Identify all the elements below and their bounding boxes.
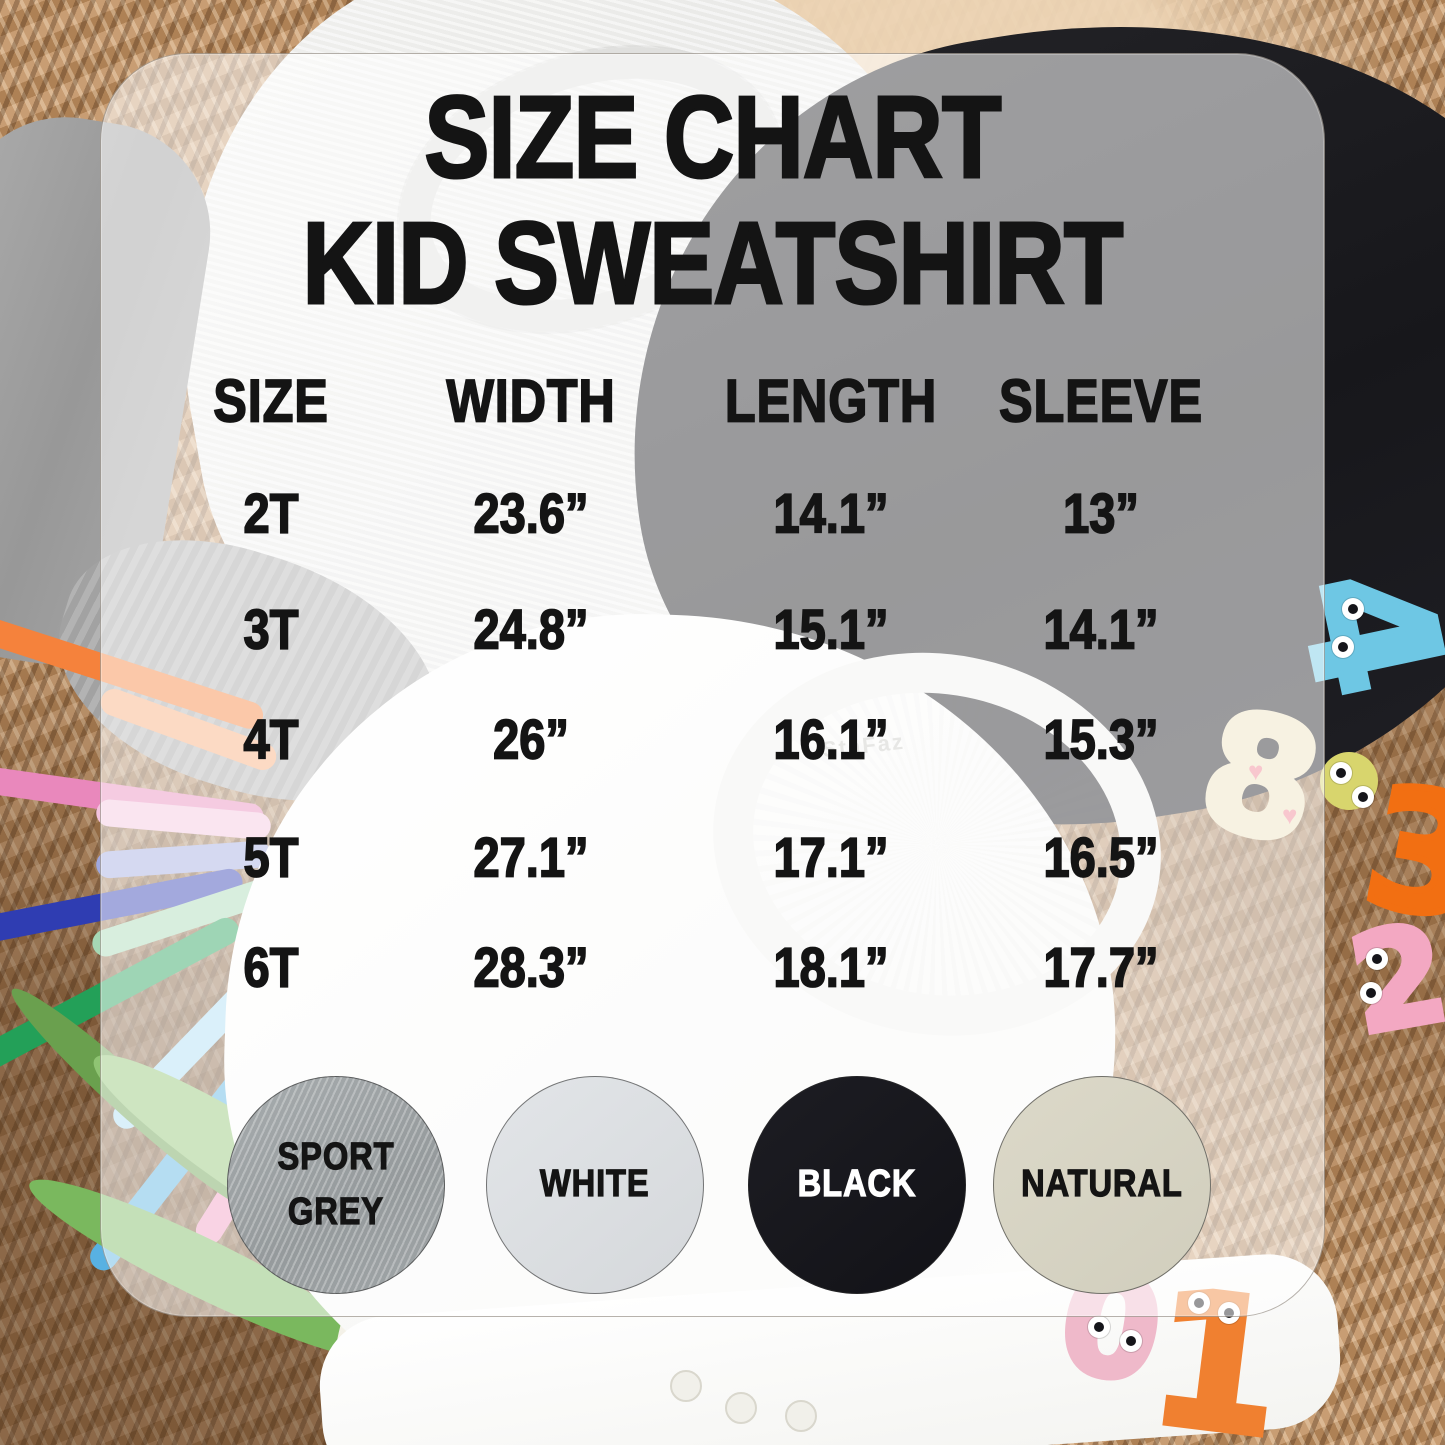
toy-eye: [1332, 636, 1354, 658]
romper-snap-button: [670, 1370, 702, 1402]
header-size: SIZE: [213, 367, 329, 436]
row-5t-width: 27.1”: [473, 825, 590, 890]
row-4t-length: 16.1”: [773, 707, 890, 772]
row-4t-sleeve: 15.3”: [1043, 707, 1160, 772]
row-4t-size: 4T: [243, 707, 299, 772]
row-5t-size: 5T: [243, 825, 299, 890]
romper-snap-button: [725, 1392, 757, 1424]
table-header-row: SIZE WIDTH LENGTH SLEEVE: [101, 361, 1324, 441]
row-6t-width: 28.3”: [473, 935, 590, 1000]
row-2t-size: 2T: [243, 481, 299, 546]
row-2t-sleeve: 13”: [1063, 481, 1140, 546]
row-6t-length: 18.1”: [773, 935, 890, 1000]
table-row-3t: 3T 24.8” 15.1” 14.1”: [101, 589, 1324, 669]
swatch-natural: NATURAL: [993, 1076, 1211, 1294]
toy-eye: [1366, 948, 1388, 970]
row-2t-width: 23.6”: [473, 481, 590, 546]
table-row-4t: 4T 26” 16.1” 15.3”: [101, 699, 1324, 779]
header-length: LENGTH: [724, 367, 938, 436]
toy-eye: [1342, 598, 1364, 620]
swatch-black-label: BLACK: [797, 1163, 917, 1206]
row-3t-sleeve: 14.1”: [1043, 597, 1160, 662]
swatch-white: WHITE: [486, 1076, 704, 1294]
row-6t-size: 6T: [243, 935, 299, 1000]
toy-eye: [1352, 786, 1374, 808]
header-sleeve: SLEEVE: [999, 367, 1204, 436]
row-3t-width: 24.8”: [473, 597, 590, 662]
toy-eye: [1330, 762, 1352, 784]
table-row-6t: 6T 28.3” 18.1” 17.7”: [101, 927, 1324, 1007]
romper-snap-button: [785, 1400, 817, 1432]
page-title: SIZE CHART KID SWEATSHIRT: [101, 72, 1324, 329]
table-row-5t: 5T 27.1” 17.1” 16.5”: [101, 817, 1324, 897]
row-2t-length: 14.1”: [773, 481, 890, 546]
row-3t-size: 3T: [243, 597, 299, 662]
swatch-natural-label: NATURAL: [1021, 1163, 1183, 1206]
row-6t-sleeve: 17.7”: [1043, 935, 1160, 1000]
title-line-2: KID SWEATSHIRT: [301, 198, 1124, 329]
toy-eye: [1360, 982, 1382, 1004]
table-row-2t: 2T 23.6” 14.1” 13”: [101, 473, 1324, 553]
header-width: WIDTH: [446, 367, 617, 436]
toy-eye: [1088, 1316, 1110, 1338]
toy-eye: [1120, 1330, 1142, 1352]
row-5t-length: 17.1”: [773, 825, 890, 890]
swatch-sport-grey: SPORT GREY: [227, 1076, 445, 1294]
swatch-sport-grey-label: SPORT GREY: [277, 1135, 395, 1233]
swatch-black: BLACK: [748, 1076, 966, 1294]
row-3t-length: 15.1”: [773, 597, 890, 662]
swatch-white-label: WHITE: [540, 1163, 650, 1206]
row-4t-width: 26”: [493, 707, 570, 772]
size-chart-panel: SIZE CHART KID SWEATSHIRT SIZE WIDTH LEN…: [100, 53, 1325, 1317]
row-5t-sleeve: 16.5”: [1043, 825, 1160, 890]
title-line-1: SIZE CHART: [423, 72, 1003, 202]
